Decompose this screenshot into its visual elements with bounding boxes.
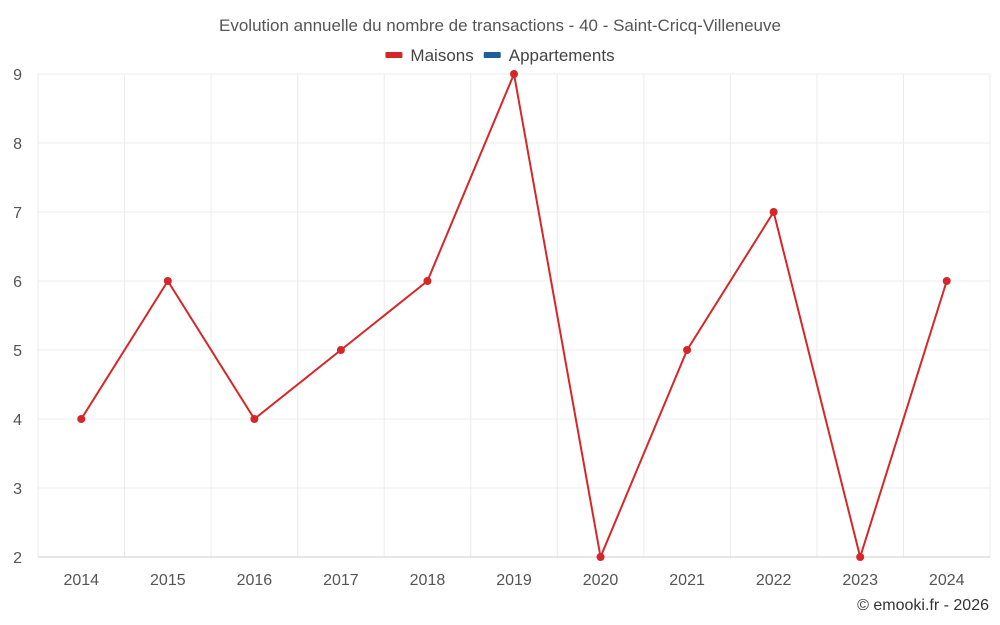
y-tick-label: 2 xyxy=(13,550,22,567)
y-tick-label: 3 xyxy=(13,481,22,498)
y-tick-label: 9 xyxy=(13,67,22,84)
data-point[interactable] xyxy=(856,553,865,561)
y-tick-label: 8 xyxy=(13,136,22,153)
data-point[interactable] xyxy=(683,346,692,354)
data-point[interactable] xyxy=(423,277,432,285)
data-point[interactable] xyxy=(77,415,86,423)
data-point[interactable] xyxy=(769,208,778,216)
legend-label: Appartements xyxy=(509,46,615,65)
x-tick-label: 2015 xyxy=(150,572,186,589)
x-tick-label: 2021 xyxy=(669,572,705,589)
legend-swatch xyxy=(385,52,403,58)
data-point[interactable] xyxy=(163,277,172,285)
legend-item-maisons[interactable]: Maisons xyxy=(385,46,474,65)
x-tick-label: 2017 xyxy=(323,572,359,589)
x-tick-label: 2024 xyxy=(929,572,965,589)
y-tick-label: 7 xyxy=(13,205,22,222)
legend-swatch xyxy=(483,52,501,58)
series-layer xyxy=(77,70,951,561)
x-axis-ticks: 2014 2015 2016 2017 2018 2019 2020 2021 2022 2023… xyxy=(63,572,964,589)
x-tick-label: 2020 xyxy=(583,572,619,589)
x-tick-label: 2016 xyxy=(237,572,273,589)
x-tick-label: 2023 xyxy=(842,572,878,589)
y-tick-label: 5 xyxy=(13,343,22,360)
gridlines xyxy=(37,73,991,558)
chart-title: Evolution annuelle du nombre de transact… xyxy=(219,16,781,35)
x-tick-label: 2022 xyxy=(756,572,792,589)
legend-item-appartements[interactable]: Appartements xyxy=(483,46,615,65)
y-tick-label: 6 xyxy=(13,274,22,291)
data-point[interactable] xyxy=(942,277,951,285)
legend-label: Maisons xyxy=(410,46,473,65)
x-tick-label: 2018 xyxy=(410,572,446,589)
data-point[interactable] xyxy=(336,346,345,354)
x-tick-label: 2014 xyxy=(63,572,99,589)
data-point[interactable] xyxy=(510,70,518,78)
credit-text: © emooki.fr - 2026 xyxy=(857,597,989,614)
x-tick-label: 2019 xyxy=(496,572,532,589)
data-point[interactable] xyxy=(250,415,259,423)
data-point[interactable] xyxy=(596,553,605,561)
y-tick-label: 4 xyxy=(13,412,22,429)
y-axis-ticks: 2 3 4 5 6 7 8 9 xyxy=(13,67,22,567)
legend: Maisons Appartements xyxy=(385,46,615,65)
